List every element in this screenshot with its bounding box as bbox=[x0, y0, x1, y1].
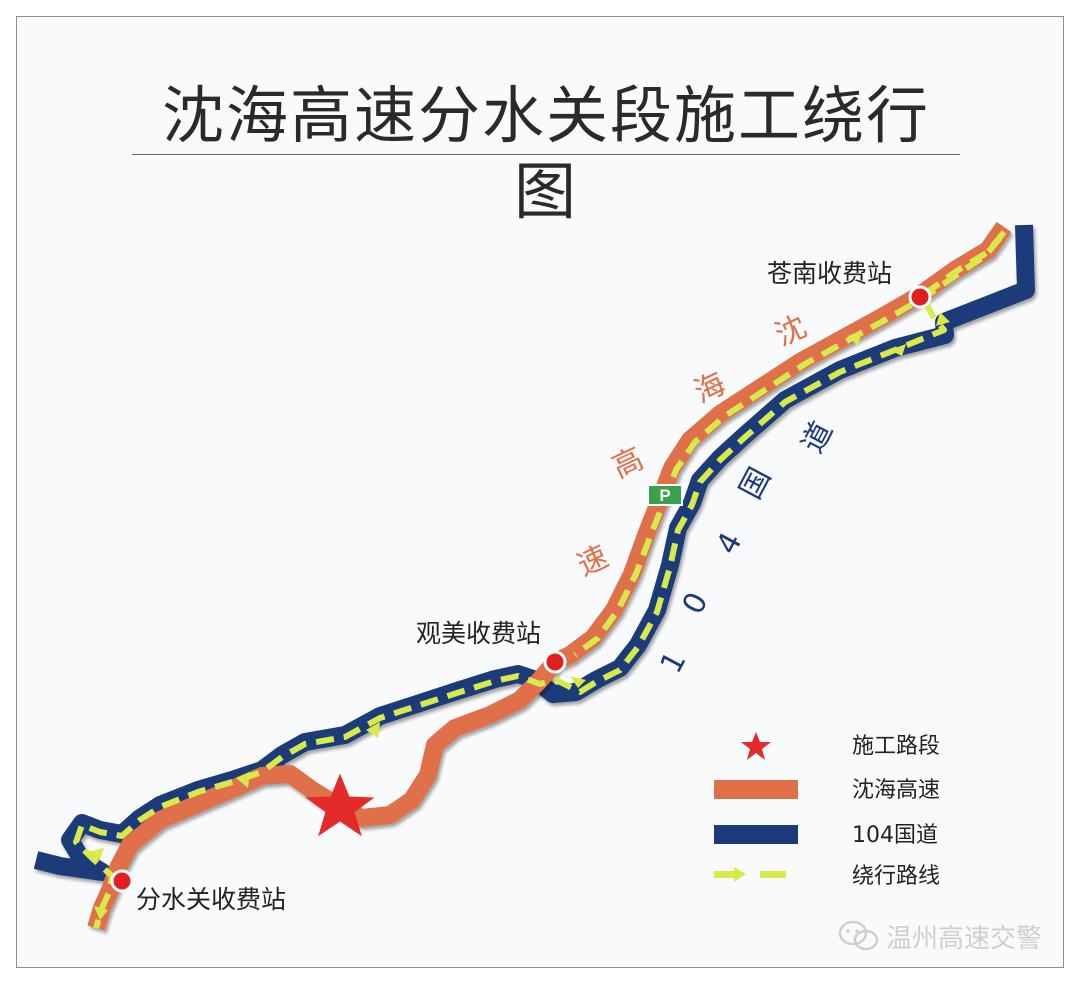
fenshuiguan-station-dot bbox=[110, 869, 134, 893]
detour-arrow-icon bbox=[936, 312, 950, 326]
g104-label-char: 4 bbox=[710, 527, 750, 560]
shenhai-line bbox=[87, 221, 1012, 931]
detour-arrow-icon bbox=[94, 906, 108, 920]
guanmei-station-label: 观美收费站 bbox=[416, 619, 541, 648]
detour-route bbox=[73, 230, 1007, 929]
shenhai-label-char: 高 bbox=[607, 441, 649, 485]
parking-label: P bbox=[659, 486, 670, 505]
g104-label-char: 0 bbox=[676, 587, 716, 620]
shenhai-label-char: 沈 bbox=[770, 309, 812, 353]
legend-g104-swatch bbox=[714, 825, 798, 844]
watermark-text: 温州高速交警 bbox=[886, 923, 1043, 954]
shenhai-road bbox=[87, 221, 1012, 931]
title-divider bbox=[132, 154, 960, 155]
construction-star-icon bbox=[305, 773, 375, 837]
detour-line-shenhai bbox=[573, 236, 1003, 658]
g104-label-char: 道 bbox=[795, 416, 840, 459]
guanmei-station-dot bbox=[543, 650, 567, 674]
detour-arrow-icon bbox=[848, 330, 862, 346]
cangnan-station-dot bbox=[908, 285, 932, 309]
legend-detour-label: 绕行路线 bbox=[852, 864, 940, 889]
legend-shenhai-label: 沈海高速 bbox=[852, 778, 940, 803]
map-title: 沈海高速分水关段施工绕行图 bbox=[161, 79, 930, 228]
watermark: 温州高速交警 bbox=[838, 916, 1042, 956]
legend-shenhai-swatch bbox=[714, 780, 798, 799]
detour-line bbox=[73, 230, 1007, 929]
detour-arrow-icon bbox=[890, 344, 906, 356]
shenhai-label-char: 速 bbox=[572, 539, 614, 583]
legend: 施工路段 沈海高速 104国道 绕行路线 bbox=[714, 732, 940, 889]
legend-construction-label: 施工路段 bbox=[852, 734, 940, 759]
parking-sign: P bbox=[647, 484, 683, 506]
detour-arrow-icon bbox=[88, 848, 104, 860]
g104-label-char: 1 bbox=[654, 646, 694, 679]
detour-arrow-icon bbox=[570, 676, 586, 688]
g104-label-char: 国 bbox=[733, 462, 778, 505]
detour-arrow-icon bbox=[366, 722, 380, 738]
cangnan-station-label: 苍南收费站 bbox=[767, 259, 892, 288]
legend-star-icon bbox=[741, 732, 771, 760]
legend-g104-label: 104国道 bbox=[852, 823, 938, 848]
fenshuiguan-station-label: 分水关收费站 bbox=[136, 885, 286, 914]
legend-detour-swatch bbox=[714, 867, 786, 882]
detour-arrow-icon bbox=[236, 772, 250, 788]
wechat-icon bbox=[838, 920, 879, 951]
